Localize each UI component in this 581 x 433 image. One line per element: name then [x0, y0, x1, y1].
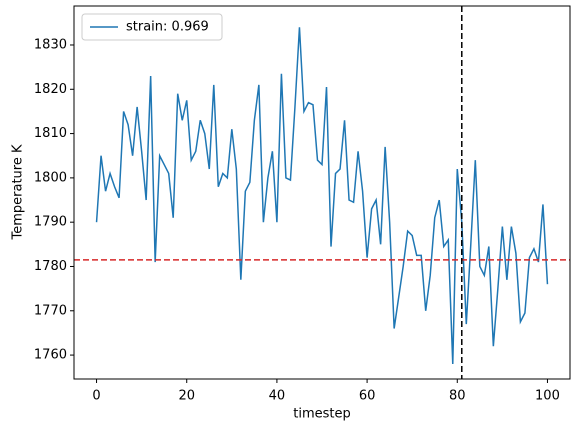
plot-frame	[73, 5, 571, 380]
x-axis-label: timestep	[293, 407, 351, 422]
y-tick-label: 1830	[34, 37, 67, 52]
y-tick-label: 1770	[34, 303, 67, 318]
x-tick-label: 100	[535, 389, 560, 404]
x-tick-label: 20	[178, 389, 195, 404]
legend-label: strain: 0.969	[126, 20, 209, 35]
x-tick-label: 60	[359, 389, 376, 404]
y-tick-label: 1790	[34, 215, 67, 230]
x-tick-label: 0	[92, 389, 100, 404]
y-axis-label: Temperature K	[11, 144, 26, 240]
data-line	[95, 27, 549, 364]
y-tick-label: 1820	[34, 82, 67, 97]
y-tick-label: 1780	[34, 259, 67, 274]
x-tick-label: 80	[449, 389, 466, 404]
legend-box	[81, 13, 223, 41]
y-tick-label: 1800	[34, 170, 67, 185]
y-tick-label: 1810	[34, 126, 67, 141]
y-tick-label: 1760	[34, 348, 67, 363]
x-tick-label: 40	[269, 389, 286, 404]
